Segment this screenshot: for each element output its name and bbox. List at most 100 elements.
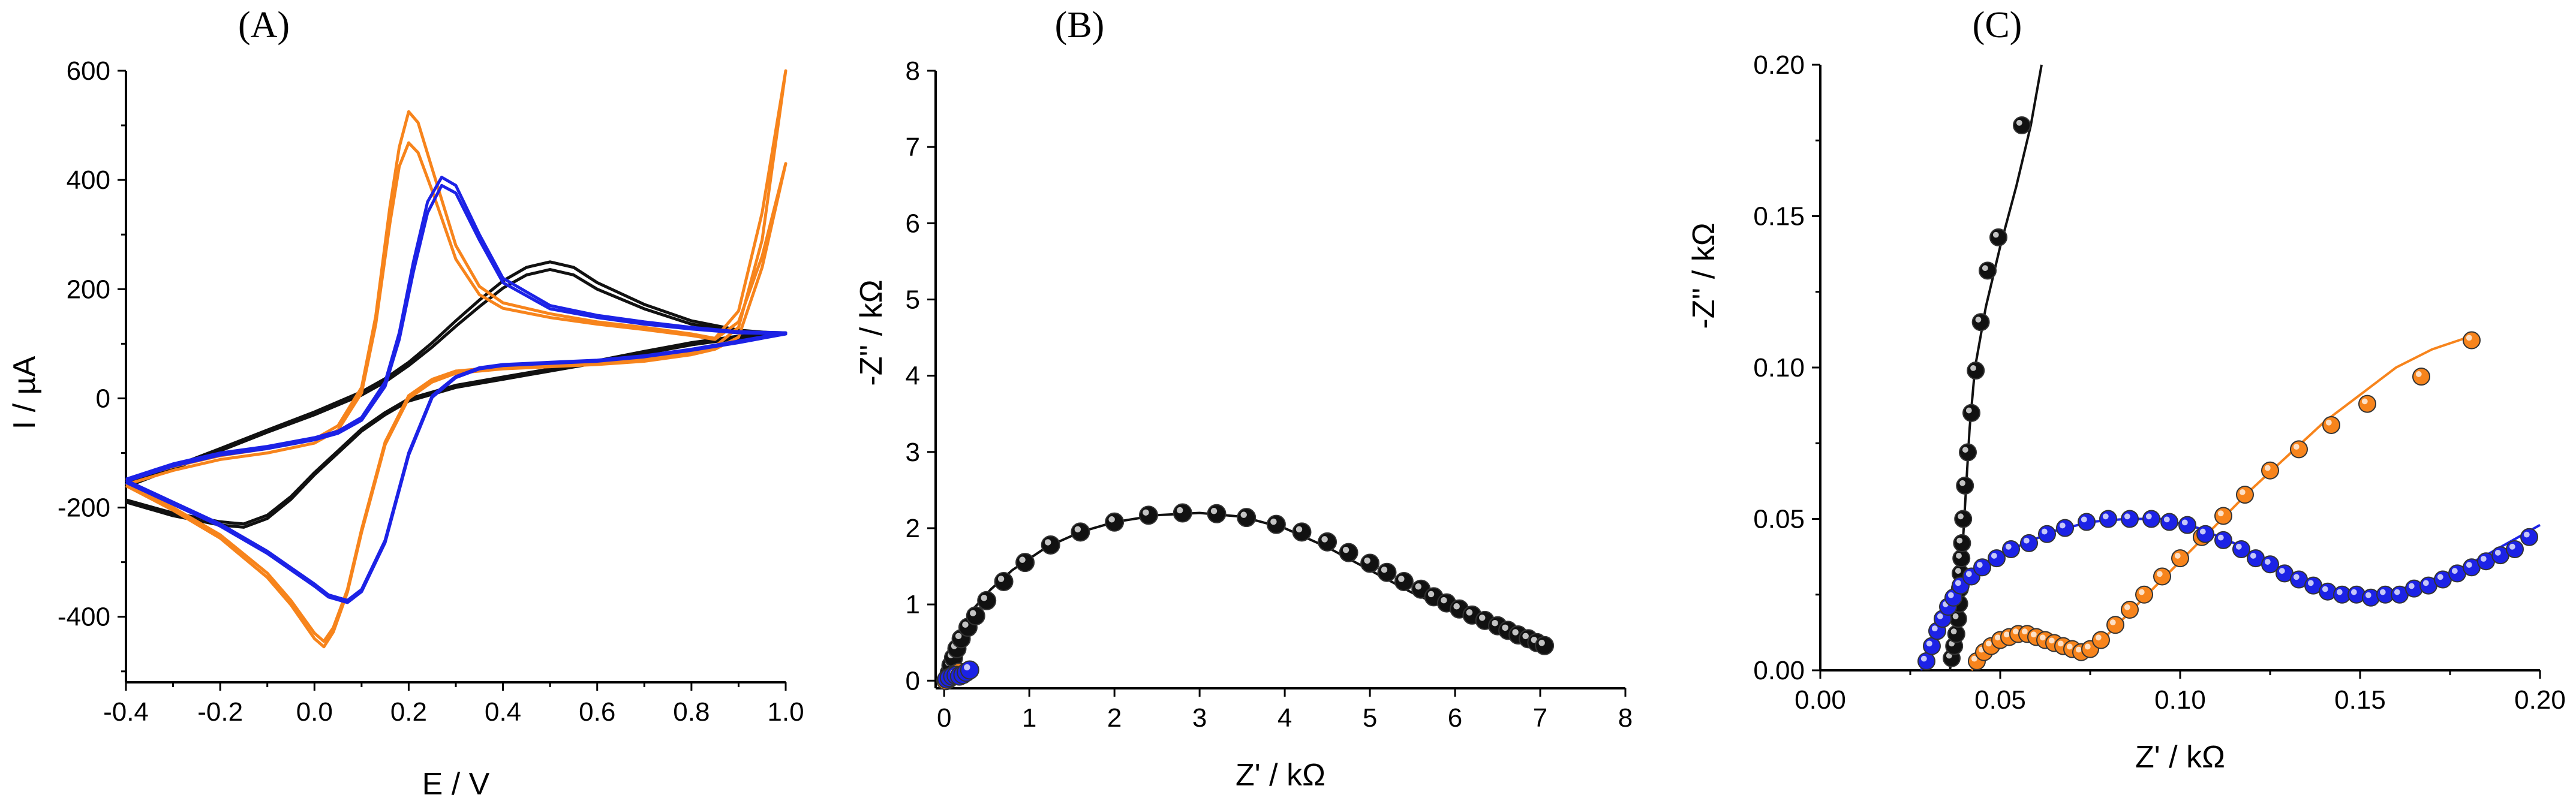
- y-tick-label: 0: [906, 666, 920, 695]
- black-point-highlight: [1415, 583, 1422, 590]
- y-tick-label: 4: [906, 362, 920, 391]
- black-data-point: [1339, 543, 1358, 562]
- blue-point-highlight: [2394, 589, 2400, 595]
- y-tick-label: 7: [906, 133, 920, 162]
- orange-point-highlight: [2084, 643, 2091, 650]
- blue-point-highlight: [964, 664, 970, 671]
- y-tick-label: 0: [96, 384, 110, 413]
- black-data-point: [1266, 514, 1286, 534]
- black-point-highlight: [955, 633, 962, 640]
- orange-point-highlight: [2239, 489, 2246, 495]
- blue-point-highlight: [1920, 655, 1927, 662]
- x-tick-label: 0.8: [673, 697, 710, 727]
- black-point-highlight: [1992, 231, 1999, 238]
- black-data-point: [1237, 508, 1257, 528]
- black-point-highlight: [1364, 557, 1370, 564]
- y-tick-label: 0.10: [1753, 353, 1805, 383]
- blue-data-point: [1973, 558, 1991, 577]
- x-tick-label: 3: [1192, 703, 1207, 733]
- orange-data-point: [2106, 616, 2124, 634]
- black-point-highlight: [1478, 615, 1486, 621]
- panel-c-y-axis-label: -Z'' / kΩ: [1687, 222, 1721, 329]
- panel-a-x-ticks: -0.4 -0.2 0.0 0.2 0.4 0.6 0.8 1.0: [103, 682, 804, 727]
- black-data-point: [977, 591, 997, 610]
- blue-point-highlight: [2023, 537, 2030, 544]
- y-tick-label: 3: [906, 438, 920, 467]
- black-data-point: [2013, 116, 2031, 134]
- orange-point-highlight: [2030, 631, 2037, 638]
- blue-point-highlight: [1991, 553, 1997, 559]
- orange-point-highlight: [2217, 510, 2224, 517]
- blue-data-point: [1923, 637, 1941, 655]
- x-tick-label: 0.15: [2334, 685, 2386, 715]
- orange-data-point: [2261, 461, 2279, 480]
- black-data-point: [1207, 504, 1227, 523]
- orange-data-point: [2092, 631, 2110, 649]
- black-data-point: [1989, 228, 2007, 246]
- orange-data-point: [2463, 331, 2481, 350]
- orange-point-highlight: [2466, 335, 2472, 341]
- panel-a-y-axis-label: I / µA: [7, 356, 42, 429]
- black-point-highlight: [1955, 568, 1961, 574]
- panel-a: (A) -400 -200 0 200 400 600 -0.4 -0.2 0.0 0.2 0.4…: [7, 5, 804, 802]
- black-point-highlight: [1019, 556, 1026, 563]
- y-tick-label: 400: [67, 165, 110, 195]
- orange-point-highlight: [1971, 655, 1977, 662]
- blue-point-highlight: [2336, 589, 2343, 595]
- black-data-point: [1979, 261, 1997, 280]
- black-point-highlight: [969, 610, 976, 616]
- blue-point-highlight: [2494, 550, 2501, 556]
- blue-data-point: [1988, 549, 2006, 568]
- orange-point-highlight: [2138, 589, 2145, 595]
- orange-point-highlight: [1994, 634, 2001, 641]
- black-point-highlight: [1956, 553, 1962, 559]
- black-point-highlight: [1074, 526, 1081, 533]
- blue-data-point: [2232, 540, 2250, 558]
- black-data-point: [1360, 553, 1380, 573]
- blue-point-highlight: [2217, 534, 2224, 541]
- x-tick-label: 0.10: [2154, 685, 2206, 715]
- blue-point-highlight: [2279, 568, 2285, 574]
- panel-a-series: [125, 69, 787, 649]
- blue-point-highlight: [2005, 543, 2012, 550]
- x-tick-label: 0.6: [579, 697, 615, 727]
- black-point-highlight: [1950, 628, 1957, 635]
- black-point-highlight: [1466, 609, 1473, 616]
- blue-point-highlight: [2379, 589, 2386, 595]
- panel-b-y-axis-label: -Z'' / kΩ: [854, 279, 889, 386]
- orange-data-point: [2121, 601, 2139, 619]
- orange-fit-line: [1970, 336, 2469, 672]
- x-tick-label: 0.00: [1795, 685, 1846, 715]
- blue-data-point: [2038, 525, 2056, 543]
- x-tick-label: -0.2: [197, 697, 243, 727]
- blue-point-highlight: [1955, 580, 1961, 586]
- blue-point-highlight: [2235, 543, 2242, 550]
- orange-point-highlight: [2012, 628, 2019, 635]
- orange-data-point: [2236, 486, 2254, 504]
- black-point-highlight: [1342, 546, 1349, 553]
- orange-point-highlight: [2048, 637, 2055, 644]
- black-point-highlight: [1982, 265, 1988, 272]
- blue-point-highlight: [1926, 640, 1932, 647]
- blue-point-highlight: [2145, 513, 2152, 520]
- x-tick-label: 0.0: [296, 697, 333, 727]
- orange-point-highlight: [2057, 640, 2064, 647]
- y-tick-label: 200: [67, 275, 110, 304]
- black-data-point: [1173, 503, 1192, 523]
- blue-data-point: [2121, 510, 2139, 528]
- x-tick-label: 5: [1363, 703, 1377, 733]
- blue-point-highlight: [2181, 519, 2188, 526]
- black-data-point: [1953, 534, 1971, 552]
- blue-data-point: [2142, 510, 2160, 528]
- black-point-highlight: [1321, 536, 1328, 543]
- blue-point-highlight: [2422, 580, 2429, 586]
- black-data-point: [1952, 549, 1971, 568]
- blue-point-highlight: [2199, 528, 2206, 535]
- orange-point-highlight: [2095, 634, 2102, 641]
- black-data-point: [1292, 522, 1312, 542]
- orange-data-point: [2322, 415, 2340, 434]
- blue-data-point: [2178, 516, 2196, 534]
- orange-point-highlight: [2264, 465, 2271, 471]
- blue-data-point: [2214, 531, 2232, 549]
